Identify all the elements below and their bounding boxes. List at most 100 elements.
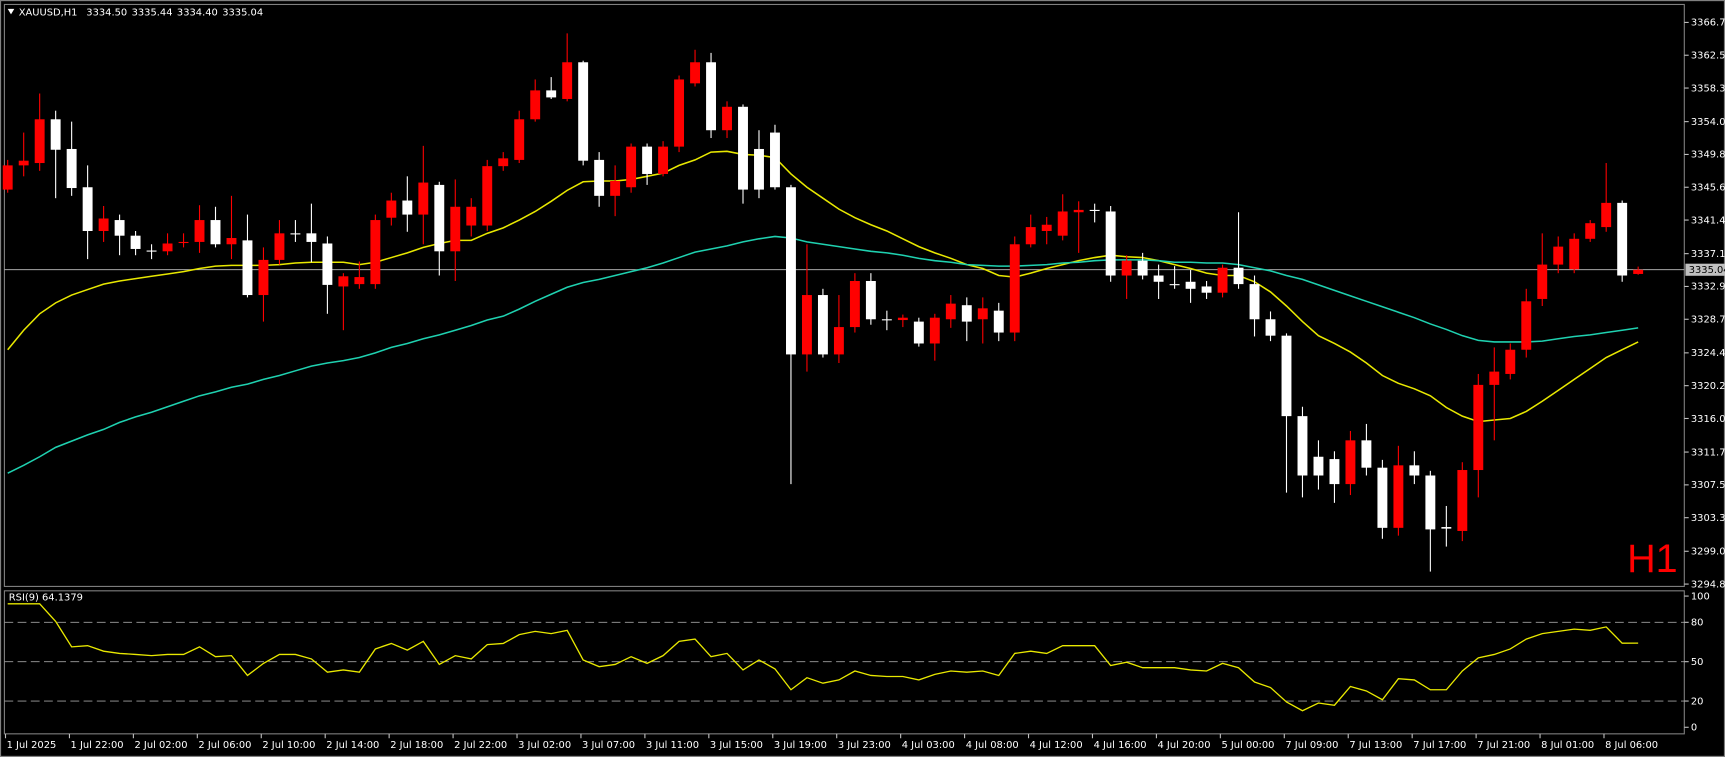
candle-body [66,148,77,189]
candle-body [594,159,605,196]
candle-body [1041,224,1052,231]
x-tick-label: 4 Jul 16:00 [1094,740,1147,751]
candle-body [722,106,732,131]
y-tick-label: 3294.80 [1691,579,1725,590]
candle-body [2,165,13,190]
candle-body [1329,459,1340,485]
candle-body [1569,238,1580,270]
x-tick-label: 8 Jul 06:00 [1605,740,1658,751]
candle-body [242,240,253,296]
y-tick-label: 3341.40 [1691,215,1725,226]
candle-body [738,106,748,190]
rsi-pane [3,590,1685,735]
x-tick-label: 3 Jul 19:00 [774,740,827,751]
candle-body [194,220,205,242]
candle-body [690,62,701,84]
candle-body [562,62,573,99]
x-tick-label: 2 Jul 14:00 [326,740,379,751]
candle-body [146,250,157,252]
x-tick-label: 7 Jul 21:00 [1477,740,1530,751]
y-tick-label: 20 [1691,696,1704,707]
y-tick-label: 3303.30 [1691,513,1725,524]
y-tick-label: 3307.50 [1691,480,1725,491]
candle-body [1617,202,1628,276]
candle-body [130,235,141,249]
x-tick-label: 4 Jul 20:00 [1158,740,1211,751]
x-tick-label: 7 Jul 13:00 [1349,740,1402,751]
candle-body [961,305,972,322]
candle-body [1457,470,1468,531]
candle-body [418,182,429,215]
last-price-box [1685,263,1725,276]
x-tick-label: 3 Jul 02:00 [518,740,571,751]
candle-body [1585,223,1596,239]
y-tick-label: 3349.80 [1691,150,1725,161]
ohlc-low: 3334.40 [177,7,218,18]
candle-body [290,233,301,235]
x-tick-label: 4 Jul 12:00 [1030,740,1083,751]
x-tick-label: 3 Jul 07:00 [582,740,635,751]
candle-body [226,238,237,245]
candle-body [338,276,349,287]
candle-body [849,280,860,328]
y-tick-label: 3311.70 [1691,447,1725,458]
candle-body [674,79,685,147]
ohlc-close: 3335.04 [222,7,263,18]
candle-body [162,243,173,252]
candle-body [178,241,189,244]
candle-body [34,119,45,164]
ohlc-open: 3334.50 [86,7,127,18]
candle-body [1393,465,1404,528]
candle-body [1345,440,1356,485]
candle-body [1137,260,1148,276]
y-tick-label: 3337.10 [1691,249,1725,260]
candle-body [1489,371,1500,385]
candle-body [1505,349,1516,374]
candle-body [754,148,764,190]
candle-body [114,220,125,236]
candle-body [370,220,381,285]
candle-body [1265,319,1276,336]
x-tick-label: 3 Jul 11:00 [646,740,699,751]
candle-body [402,200,413,215]
candle-body [466,206,477,226]
candle-body [1009,244,1020,333]
candle-body [929,317,940,344]
x-tick-label: 1 Jul 2025 [7,740,57,751]
candle-body [1153,275,1164,282]
collapse-icon[interactable] [7,8,15,15]
candle-body [977,308,988,320]
candle-body [1089,209,1100,212]
candle-body [1537,264,1548,299]
y-tick-label: 3316.00 [1691,414,1725,425]
candle-body [1473,384,1484,471]
candle-body [1201,286,1212,293]
candle-body [706,62,716,131]
candle-body [482,166,493,226]
y-tick-label: 0 [1691,723,1697,734]
candle-body [1281,335,1292,417]
candle-body [833,327,844,355]
candle-body [98,218,109,231]
candle-body [18,160,29,166]
candle-body [434,184,445,252]
y-tick-label: 3328.70 [1691,315,1725,326]
x-tick-label: 2 Jul 22:00 [454,740,507,751]
y-tick-label: 100 [1691,591,1710,602]
candle-body [1185,281,1196,289]
rsi-line [7,603,1639,712]
candle-body [1441,527,1452,529]
candle-body [1249,284,1260,320]
y-tick-label: 3332.90 [1691,282,1725,293]
y-tick-label: 3362.50 [1691,51,1725,62]
candle-body [1169,284,1180,286]
candle-body [386,200,397,218]
moving-average [7,235,1639,474]
candle-body [1297,416,1308,476]
candle-body [1217,267,1228,293]
symbol: XAUUSD,H1 [19,7,78,18]
candle-body [786,187,796,355]
y-tick-label: 3345.60 [1691,183,1725,194]
